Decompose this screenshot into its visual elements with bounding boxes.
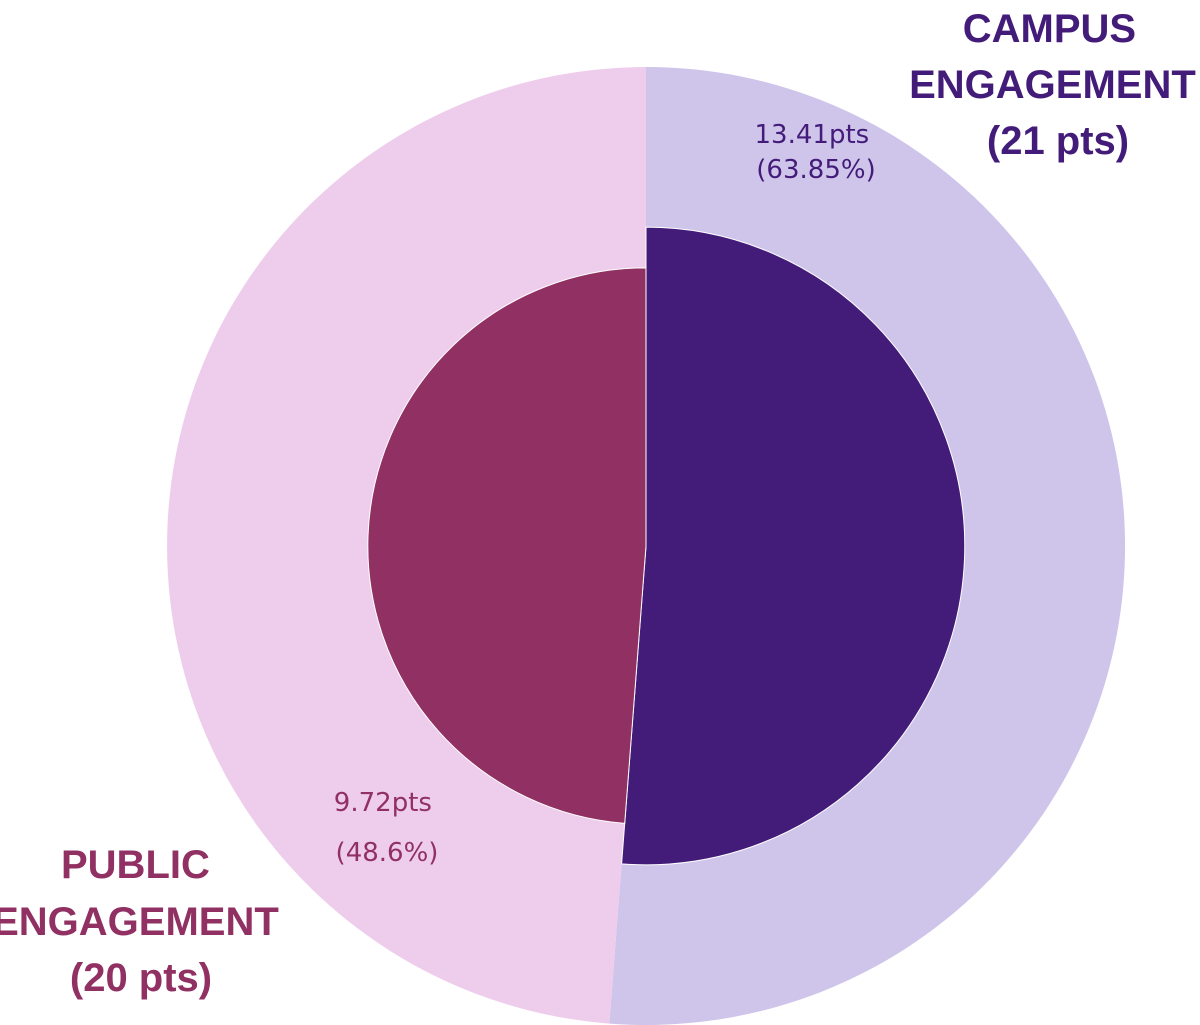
campus-label-line-1: CAMPUS	[963, 7, 1136, 51]
public-value-label: 9.72pts (48.6%)	[334, 788, 440, 868]
campus-earned-slice	[621, 226, 966, 866]
campus-label-line-2: ENGAGEMENT	[909, 63, 1196, 107]
public-percent-text: (48.6%)	[336, 838, 439, 868]
public-category-label: PUBLIC ENGAGEMENT (20 pts)	[0, 843, 290, 1000]
campus-label-line-3: (21 pts)	[987, 119, 1129, 163]
campus-points-text: 13.41pts	[755, 120, 870, 150]
public-earned-slice	[367, 267, 647, 824]
chart-slices	[167, 66, 1126, 1025]
public-label-line-2: ENGAGEMENT	[0, 900, 279, 944]
public-points-text: 9.72pts	[334, 788, 432, 818]
public-label-line-3: (20 pts)	[70, 956, 212, 1000]
campus-category-label: CAMPUS ENGAGEMENT (21 pts)	[909, 7, 1200, 163]
public-label-line-1: PUBLIC	[61, 843, 210, 887]
campus-percent-text: (63.85%)	[756, 155, 875, 185]
campus-value-label: 13.41pts (63.85%)	[755, 120, 878, 185]
